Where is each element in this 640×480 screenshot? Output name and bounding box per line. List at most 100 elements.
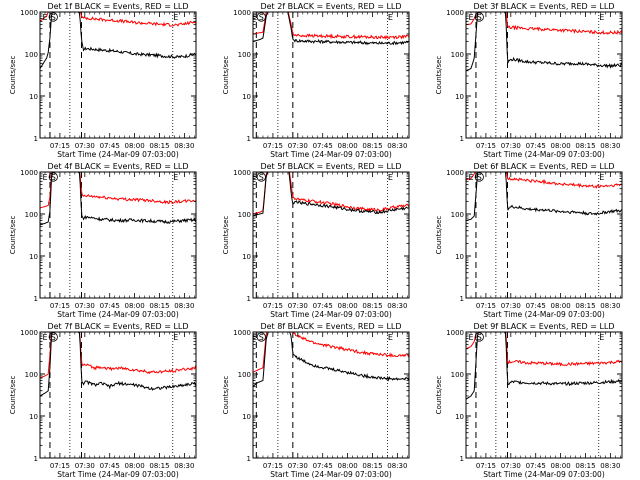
series-line-events (466, 172, 622, 221)
x-tick-label: 08:00 (125, 462, 145, 470)
detector-panel: Det 9f BLACK = Events, RED = LLD 1 10 100 10… (435, 322, 623, 479)
x-tick-label: 07:45 (313, 302, 333, 310)
plot-frame (465, 11, 623, 139)
x-tick-label: 07:15 (50, 142, 70, 150)
x-tick-label: 08:30 (387, 142, 407, 150)
x-tick-label: 08:15 (575, 302, 595, 310)
marker-label-s: S (259, 333, 264, 342)
series-line-lld (40, 12, 196, 27)
x-tick-label: 07:15 (476, 142, 496, 150)
series-line-lld (466, 172, 622, 189)
series-line-lld (40, 172, 196, 209)
y-tick-label: 1000 (20, 329, 38, 337)
panel-title: Det 2f BLACK = Events, RED = LLD (260, 2, 401, 11)
x-tick-label: 07:30 (501, 302, 521, 310)
series-line-events (40, 12, 196, 69)
x-tick-label: 07:15 (476, 302, 496, 310)
series-line-events (466, 332, 622, 400)
y-tick-label: 10 (29, 413, 38, 421)
marker-label-e: E (42, 173, 47, 182)
marker-label-s: S (51, 173, 56, 182)
marker-label-s: S (259, 173, 264, 182)
x-tick-label: 08:00 (551, 302, 571, 310)
y-tick-label: 100 (25, 371, 38, 379)
x-tick-label: 08:30 (600, 462, 620, 470)
marker-circle (256, 332, 266, 342)
marker-label-e: E (468, 13, 473, 22)
marker-label-e: E (468, 173, 473, 182)
y-tick-label: 1 (247, 135, 251, 143)
x-axis-label: Start Time (24-Mar-09 07:03:00) (483, 470, 605, 479)
plot-frame (39, 331, 197, 459)
y-tick-label: 100 (451, 211, 464, 219)
marker-label-e: E (252, 173, 257, 182)
marker-label-e: E (599, 333, 604, 342)
x-tick-label: 08:15 (575, 462, 595, 470)
detector-panel: Det 5f BLACK = Events, RED = LLD 1 10 100 10… (222, 162, 410, 319)
plot-frame (465, 171, 623, 299)
x-axis-label: Start Time (24-Mar-09 07:03:00) (270, 150, 392, 159)
marker-label-s: S (51, 333, 56, 342)
x-tick-label: 07:15 (50, 462, 70, 470)
x-axis-label: Start Time (24-Mar-09 07:03:00) (270, 310, 392, 319)
x-tick-label: 07:45 (100, 302, 120, 310)
x-tick-label: 07:45 (313, 462, 333, 470)
x-tick-label: 07:30 (75, 462, 95, 470)
marker-label-s: S (259, 13, 264, 22)
y-tick-label: 1 (247, 455, 251, 463)
y-axis-label: Counts/sec (435, 216, 443, 255)
marker-circle (48, 172, 58, 182)
y-tick-label: 1000 (233, 169, 251, 177)
marker-circle (256, 12, 266, 22)
panel-title: Det 7f BLACK = Events, RED = LLD (47, 322, 188, 331)
marker-label-s: S (51, 13, 56, 22)
series-line-lld (40, 332, 196, 379)
detector-panel: Det 4f BLACK = Events, RED = LLD 1 10 100 10… (9, 162, 197, 319)
y-tick-label: 1000 (20, 169, 38, 177)
y-tick-label: 1 (247, 295, 251, 303)
x-tick-label: 08:15 (362, 462, 382, 470)
x-tick-label: 08:00 (551, 462, 571, 470)
panel-title: Det 3f BLACK = Events, RED = LLD (473, 2, 614, 11)
x-tick-label: 07:30 (501, 462, 521, 470)
series-line-events (253, 172, 409, 217)
x-tick-label: 08:15 (149, 302, 169, 310)
series-line-lld (253, 332, 409, 373)
series-line-events (253, 12, 409, 46)
marker-label-e: E (42, 13, 47, 22)
plot-frame (39, 171, 197, 299)
x-tick-label: 08:00 (338, 302, 358, 310)
x-tick-label: 07:45 (313, 142, 333, 150)
y-axis-label: Counts/sec (435, 56, 443, 95)
x-tick-label: 08:15 (149, 462, 169, 470)
plot-frame (465, 331, 623, 459)
plot-frame (252, 171, 410, 299)
y-axis-label: Counts/sec (9, 376, 17, 415)
plot-frame (252, 11, 410, 139)
x-tick-label: 07:45 (526, 302, 546, 310)
plot-frame (252, 331, 410, 459)
y-tick-label: 1000 (446, 9, 464, 17)
series-line-lld (466, 332, 622, 367)
marker-label-e: E (388, 333, 393, 342)
x-tick-label: 07:15 (263, 302, 283, 310)
series-line-lld (466, 12, 622, 35)
y-tick-label: 100 (25, 211, 38, 219)
y-tick-label: 10 (455, 93, 464, 101)
marker-label-e: E (173, 173, 178, 182)
y-tick-label: 10 (29, 93, 38, 101)
x-tick-label: 08:30 (174, 142, 194, 150)
x-tick-label: 08:30 (174, 462, 194, 470)
y-axis-label: Counts/sec (222, 56, 230, 95)
y-tick-label: 100 (451, 51, 464, 59)
marker-label-e: E (599, 173, 604, 182)
y-tick-label: 1 (34, 135, 38, 143)
x-tick-label: 08:00 (125, 142, 145, 150)
marker-label-e: E (468, 333, 473, 342)
x-tick-label: 08:15 (362, 142, 382, 150)
y-tick-label: 10 (242, 253, 251, 261)
x-tick-label: 08:15 (149, 142, 169, 150)
x-axis-label: Start Time (24-Mar-09 07:03:00) (57, 470, 179, 479)
y-axis-label: Counts/sec (9, 56, 17, 95)
